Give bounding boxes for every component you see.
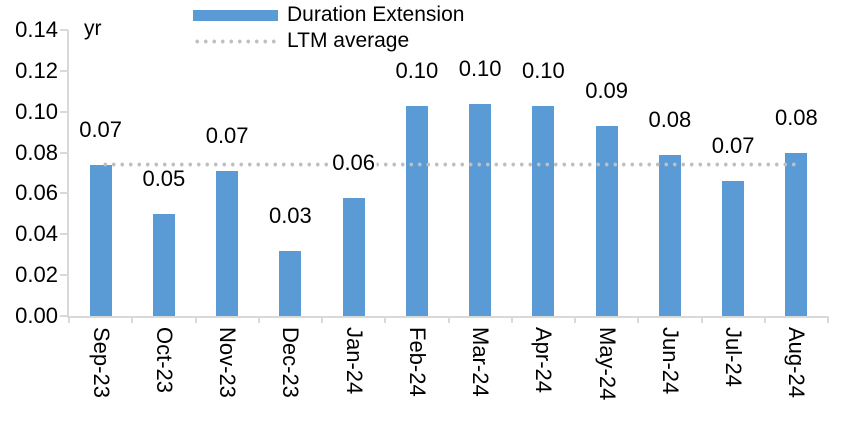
bar (785, 152, 808, 316)
y-tick-label: 0.12 (15, 57, 58, 83)
x-tick-mark (131, 316, 134, 323)
y-tick-label: 0.10 (15, 98, 58, 124)
x-tick-mark (510, 316, 513, 323)
x-tick-mark (321, 316, 323, 323)
bar (722, 181, 745, 316)
bar-value-label: 0.09 (583, 78, 631, 103)
legend-entry-ltm-average: LTM average (193, 28, 464, 54)
y-tick-label: 0.02 (15, 262, 58, 288)
bar (469, 103, 492, 316)
y-tick-mark (60, 110, 68, 113)
y-tick-mark (60, 192, 68, 195)
line-series-swatch (193, 38, 280, 44)
bar (342, 197, 365, 316)
bar-value-label: 0.06 (330, 149, 378, 175)
x-tick-mark (574, 316, 576, 323)
x-tick-mark (763, 316, 766, 323)
legend-entry-duration-extension: Duration Extension (193, 2, 464, 28)
bar-value-label: 0.10 (456, 55, 504, 81)
bar-value-label: 0.10 (393, 57, 441, 83)
x-axis-label: Mar-24 (468, 327, 494, 397)
x-tick-mark (257, 316, 260, 323)
legend: Duration Extension LTM average (193, 2, 464, 54)
x-axis-label: Sep-23 (88, 327, 114, 398)
y-axis-unit-label: yr (84, 17, 102, 40)
line-series-label: LTM average (287, 29, 410, 52)
bar (279, 250, 302, 316)
x-tick-mark (194, 316, 197, 323)
x-axis-label: Aug-24 (784, 327, 810, 398)
x-axis-label: Jan-24 (341, 327, 367, 395)
y-tick-label: 0.06 (15, 180, 58, 206)
y-tick-label: 0.04 (15, 221, 58, 247)
y-tick-mark (60, 29, 68, 31)
x-tick-mark (827, 316, 829, 323)
y-tick-label: 0.14 (15, 17, 58, 42)
bar-value-label: 0.10 (519, 57, 567, 83)
y-axis-line (67, 30, 69, 318)
ltm-average-line (100, 162, 797, 168)
x-axis-label: Nov-23 (215, 327, 241, 398)
x-axis-label: Jul-24 (721, 327, 747, 387)
bar-value-label: 0.08 (646, 106, 694, 132)
x-axis-label: Oct-23 (151, 327, 177, 394)
bar (405, 105, 428, 316)
y-tick-label: 0.00 (15, 303, 58, 328)
bar (532, 105, 555, 316)
y-tick-mark (60, 151, 68, 154)
bar (658, 154, 681, 316)
bar (89, 164, 112, 316)
y-tick-mark (60, 315, 68, 317)
x-axis-label: Jun-24 (657, 327, 683, 395)
bar-value-label: 0.07 (77, 116, 125, 142)
bar-value-label: 0.08 (772, 104, 820, 130)
bar-value-label: 0.03 (266, 202, 314, 228)
x-tick-mark (700, 316, 703, 323)
bar-value-label: 0.07 (709, 133, 757, 159)
bar (216, 170, 239, 316)
bar-value-label: 0.07 (203, 122, 251, 148)
x-tick-mark (637, 316, 640, 323)
y-tick-label: 0.08 (15, 139, 58, 165)
x-tick-mark (447, 316, 450, 323)
y-tick-mark (60, 274, 68, 277)
x-axis-label: May-24 (594, 327, 620, 401)
bar (595, 126, 618, 316)
x-tick-mark (68, 316, 70, 323)
x-axis-label: Feb-24 (404, 327, 430, 397)
bar (152, 213, 175, 316)
bar-series-swatch (193, 9, 278, 21)
bar-value-label: 0.05 (140, 165, 188, 191)
x-axis-label: Apr-24 (531, 327, 557, 394)
x-axis-label: Dec-23 (278, 327, 304, 398)
y-tick-mark (60, 233, 68, 236)
bar-series-label: Duration Extension (287, 3, 465, 26)
x-tick-mark (384, 316, 387, 323)
y-tick-mark (60, 69, 68, 72)
